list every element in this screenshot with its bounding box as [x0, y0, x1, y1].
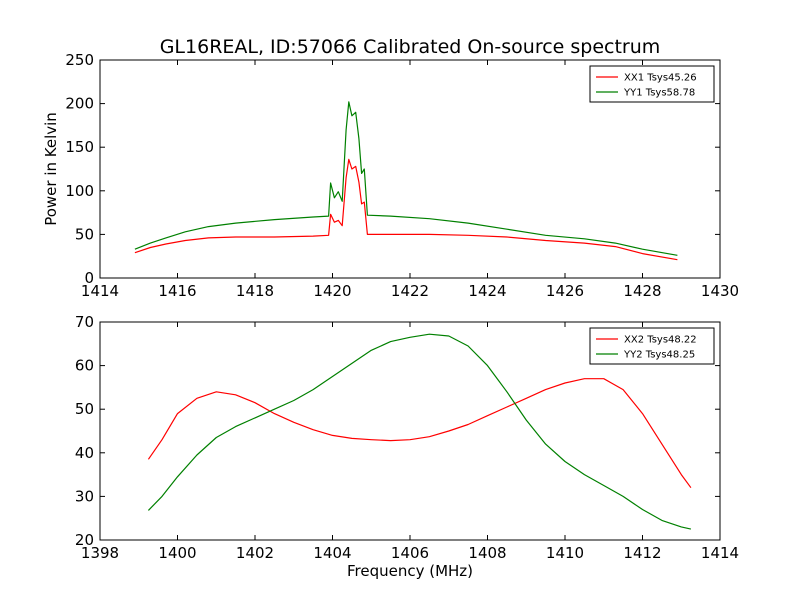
x-tick-label: 1400 — [158, 544, 196, 562]
chart-title: GL16REAL, ID:57066 Calibrated On-source … — [160, 36, 661, 58]
series-line-green — [147, 333, 692, 530]
y-tick-label: 60 — [75, 357, 94, 375]
x-tick-label: 1404 — [313, 544, 351, 562]
x-tick-label: 1418 — [236, 282, 274, 300]
series-line-red — [134, 158, 678, 261]
legend-entry: YY1 Tsys58.78 — [623, 88, 695, 99]
x-tick-label: 1398 — [81, 544, 119, 562]
x-tick-label: 1424 — [468, 282, 506, 300]
legend-entry: XX1 Tsys45.26 — [624, 73, 697, 84]
x-tick-label: 1410 — [546, 544, 584, 562]
legend-entry: YY2 Tsys48.25 — [623, 350, 695, 361]
x-axis-label: Frequency (MHz) — [347, 562, 473, 580]
legend: XX1 Tsys45.26 YY1 Tsys58.78 — [589, 65, 715, 103]
bottom-subplot: 1398 1400 1402 1404 1406 1408 1410 1412 1414 20 30… — [75, 313, 739, 580]
y-axis-label: Power in Kelvin — [42, 112, 60, 226]
y-tick-label: 0 — [84, 269, 94, 287]
x-tick-label: 1416 — [158, 282, 196, 300]
legend-entry: XX2 Tsys48.22 — [624, 335, 697, 346]
y-tick-label: 40 — [75, 444, 94, 462]
y-tick-label: 50 — [75, 400, 94, 418]
y-tick-label: 100 — [65, 182, 94, 200]
y-tick-label: 250 — [65, 51, 94, 69]
legend: XX2 Tsys48.22 YY2 Tsys48.25 — [589, 327, 715, 365]
y-tick-label: 70 — [75, 313, 94, 331]
y-tick-label: 30 — [75, 487, 94, 505]
series-line-green — [134, 101, 678, 256]
x-tick-label: 1402 — [236, 544, 274, 562]
y-tick-label: 50 — [75, 225, 94, 243]
x-tick-label: 1408 — [468, 544, 506, 562]
x-tick-label: 1420 — [313, 282, 351, 300]
legend-box — [589, 327, 715, 365]
x-tick-label: 1430 — [701, 282, 739, 300]
x-tick-label: 1414 — [701, 544, 739, 562]
x-tick-label: 1412 — [623, 544, 661, 562]
x-tick-label: 1426 — [546, 282, 584, 300]
series-line-red — [147, 378, 692, 489]
x-tick-label: 1422 — [391, 282, 429, 300]
top-subplot: 1414 1416 1418 1420 1422 1424 1426 1428 1430 0 50 1… — [42, 51, 739, 300]
y-tick-label: 150 — [65, 138, 94, 156]
x-tick-label: 1406 — [391, 544, 429, 562]
x-tick-label: 1428 — [623, 282, 661, 300]
legend-box — [589, 65, 715, 103]
y-tick-label: 20 — [75, 531, 94, 549]
x-tick-label: 1414 — [81, 282, 119, 300]
y-tick-label: 200 — [65, 95, 94, 113]
